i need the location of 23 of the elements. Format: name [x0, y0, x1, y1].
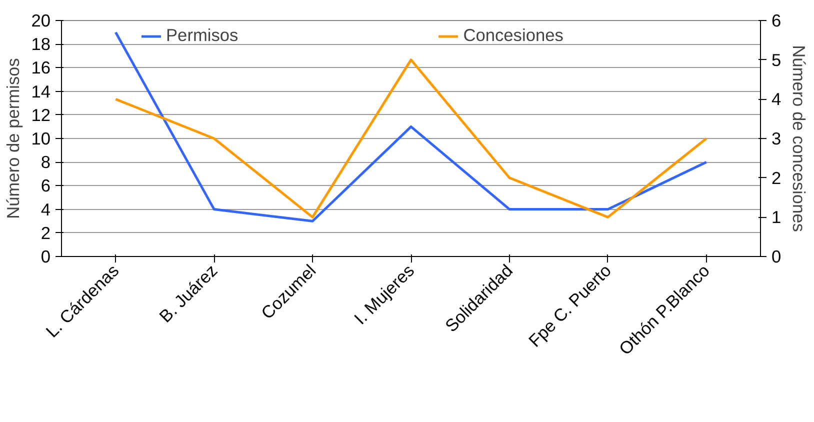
legend-label: Permisos: [166, 25, 238, 46]
y-tick-label: 4: [40, 199, 51, 220]
y2-tick-label: 2: [772, 168, 782, 188]
y-tick-label: 12: [31, 104, 51, 125]
y-tick-label: 20: [31, 10, 51, 30]
y2-tick-label: 1: [772, 207, 782, 228]
y-tick-label: 0: [40, 246, 51, 266]
y2-tick-label: 3: [772, 128, 782, 148]
y2-tick-label: 0: [772, 246, 782, 266]
y-tick-label: 14: [31, 81, 51, 102]
y-tick-label: 8: [40, 152, 51, 172]
legend-label: Concesiones: [463, 25, 564, 46]
y-axis-title: Número de permisos: [3, 58, 24, 219]
y2-tick-label: 6: [772, 10, 782, 30]
line-series: [114, 58, 708, 218]
y-tick-label: 16: [31, 58, 51, 78]
y-tick-label: 18: [31, 34, 51, 54]
y-tick-label: 6: [40, 176, 51, 196]
y2-tick-label: 4: [772, 89, 782, 110]
y2-axis-title: Número de concesiones: [789, 45, 810, 232]
y-tick-label: 2: [40, 222, 51, 243]
y-tick-label: 10: [31, 128, 51, 148]
y2-tick-label: 5: [772, 50, 782, 70]
